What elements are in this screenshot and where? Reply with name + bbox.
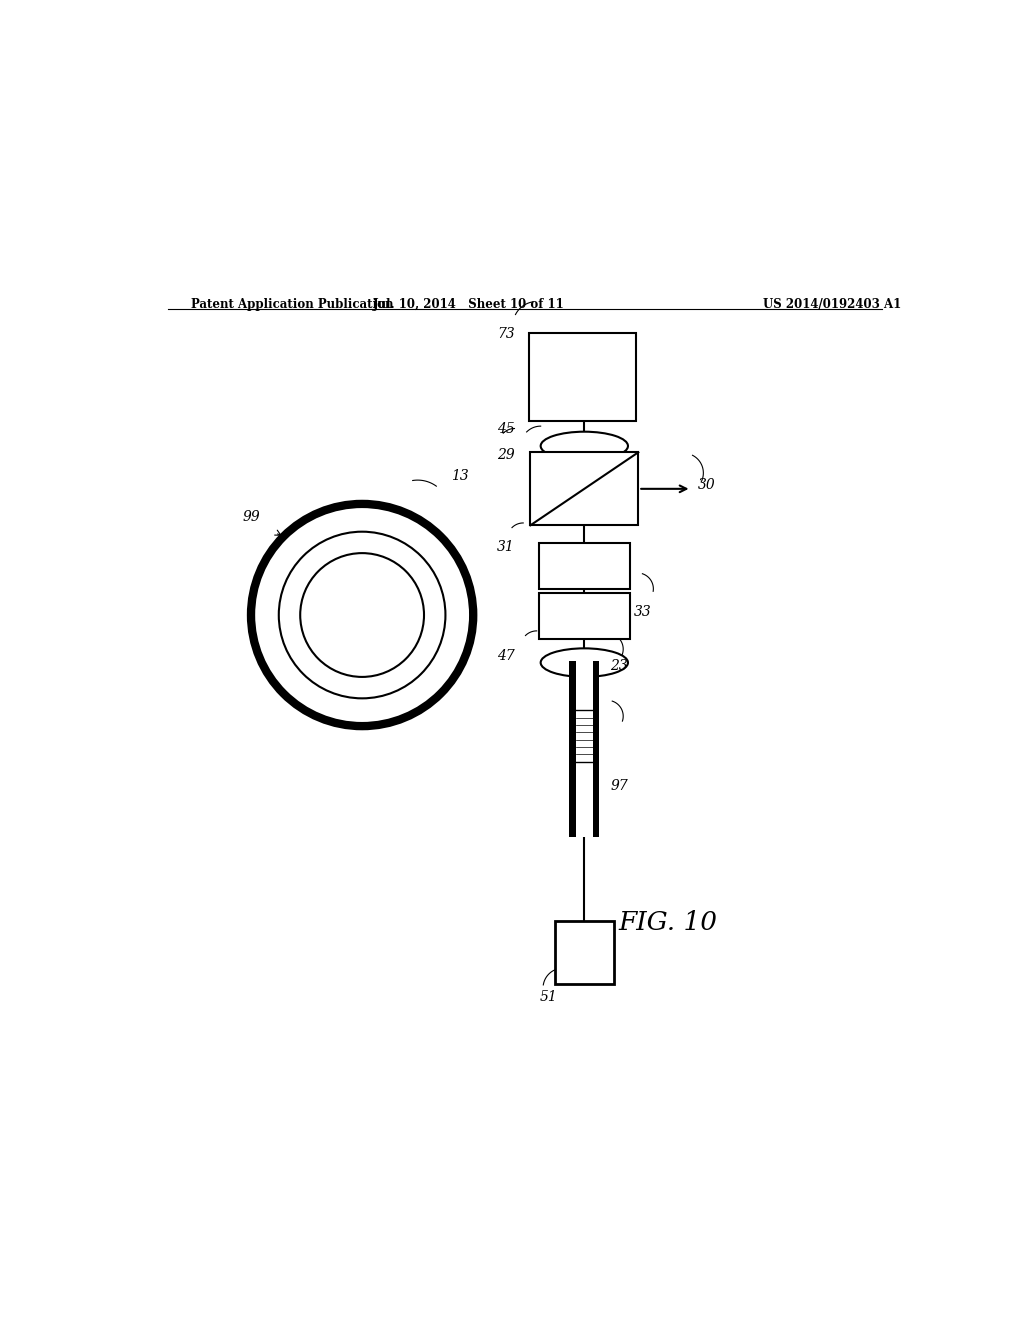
Ellipse shape <box>541 648 628 677</box>
Text: Patent Application Publication: Patent Application Publication <box>191 298 394 312</box>
Text: 33: 33 <box>634 605 652 619</box>
Text: 23: 23 <box>610 659 629 673</box>
Bar <box>575 661 593 837</box>
Text: 73: 73 <box>498 327 515 341</box>
Text: 97: 97 <box>610 779 629 792</box>
Text: 99: 99 <box>242 511 260 524</box>
Text: 29: 29 <box>497 449 514 462</box>
Text: FIG. 10: FIG. 10 <box>618 909 717 935</box>
Text: 31: 31 <box>497 540 514 553</box>
Bar <box>593 661 599 837</box>
Text: 51: 51 <box>540 990 557 1005</box>
Bar <box>528 333 636 421</box>
Bar <box>539 543 630 589</box>
Text: US 2014/0192403 A1: US 2014/0192403 A1 <box>763 298 901 312</box>
Ellipse shape <box>541 432 628 461</box>
Text: 45: 45 <box>498 421 515 436</box>
Bar <box>569 661 575 837</box>
Text: 47: 47 <box>497 649 514 663</box>
Bar <box>539 593 630 639</box>
Text: Jul. 10, 2014   Sheet 10 of 11: Jul. 10, 2014 Sheet 10 of 11 <box>374 298 565 312</box>
Bar <box>555 920 614 983</box>
Bar <box>530 453 638 525</box>
Text: 13: 13 <box>451 469 469 483</box>
Text: 30: 30 <box>697 478 716 492</box>
